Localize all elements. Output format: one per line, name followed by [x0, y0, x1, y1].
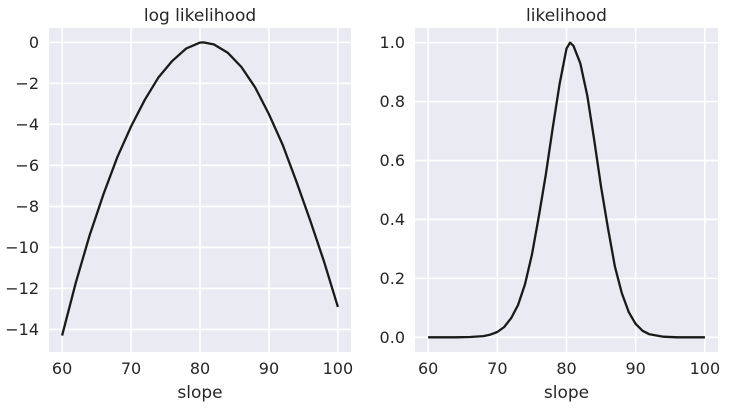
chart-title: log likelihood — [144, 6, 256, 26]
log-likelihood-chart: 60 70 80 90 100 −14 −12 −10 −8 −6 −4 −2 0 log likelih… — [5, 6, 353, 403]
y-tick-label: 1.0 — [380, 33, 405, 52]
x-tick-label: 70 — [487, 359, 507, 378]
x-tick-label: 100 — [323, 359, 354, 378]
x-tick-label: 80 — [190, 359, 210, 378]
y-tick-label: 0.8 — [380, 92, 405, 111]
x-axis-label: slope — [177, 383, 222, 403]
y-tick-label: −8 — [15, 197, 39, 216]
chart-title: likelihood — [526, 6, 607, 26]
x-tick-label: 90 — [259, 359, 279, 378]
likelihood-chart: 60 70 80 90 100 0.0 0.2 0.4 0.6 0.8 1.0 likelihood s… — [380, 6, 721, 403]
y-tick-label: −14 — [5, 320, 39, 339]
series-line — [428, 41, 705, 339]
x-tick-label: 60 — [418, 359, 438, 378]
series-line — [60, 41, 339, 336]
x-tick-label: 90 — [625, 359, 645, 378]
y-tick-label: 0.4 — [380, 210, 405, 229]
x-tick-label: 80 — [556, 359, 576, 378]
y-tick-label: −12 — [5, 279, 39, 298]
y-tick-label: 0.6 — [380, 151, 405, 170]
y-tick-label: 0.0 — [380, 328, 405, 347]
x-tick-label: 100 — [690, 359, 721, 378]
y-tick-label: −4 — [15, 115, 39, 134]
x-tick-label: 70 — [121, 359, 141, 378]
y-tick-label: 0.2 — [380, 269, 405, 288]
y-tick-label: −10 — [5, 238, 39, 257]
y-tick-label: 0 — [29, 33, 39, 52]
y-tick-label: −2 — [15, 74, 39, 93]
x-tick-label: 60 — [52, 359, 72, 378]
y-tick-label: −6 — [15, 156, 39, 175]
x-axis-label: slope — [544, 383, 589, 403]
